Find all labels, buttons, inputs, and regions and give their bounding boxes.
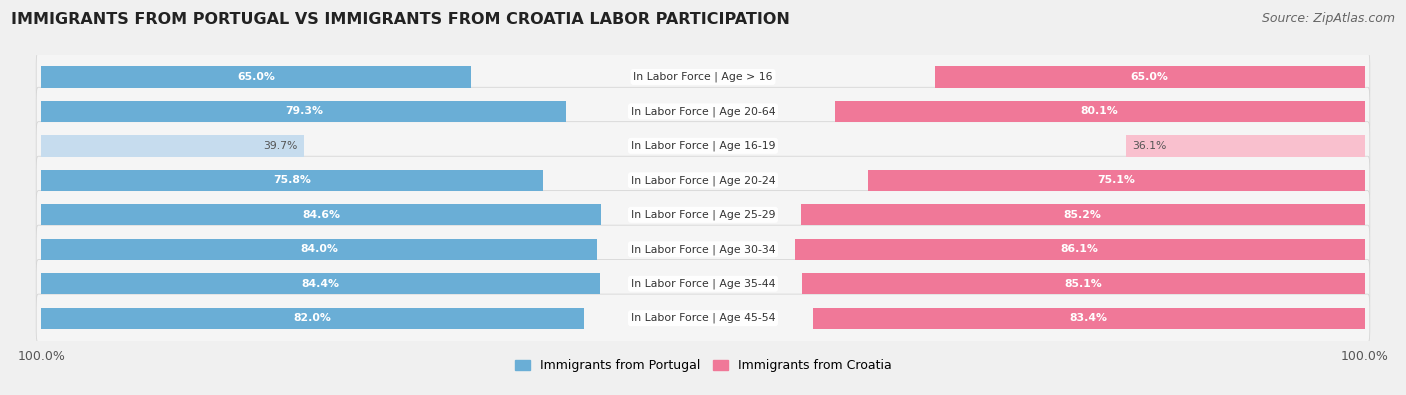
Text: In Labor Force | Age 20-64: In Labor Force | Age 20-64 [631, 106, 775, 117]
Bar [42, 169, 543, 191]
Bar [813, 308, 1364, 329]
Text: In Labor Force | Age 30-34: In Labor Force | Age 30-34 [631, 244, 775, 254]
Text: In Labor Force | Age > 16: In Labor Force | Age > 16 [633, 71, 773, 82]
Text: 65.0%: 65.0% [1130, 72, 1168, 82]
Bar [42, 308, 583, 329]
Text: 84.6%: 84.6% [302, 210, 340, 220]
Legend: Immigrants from Portugal, Immigrants from Croatia: Immigrants from Portugal, Immigrants fro… [510, 354, 896, 377]
Text: In Labor Force | Age 35-44: In Labor Force | Age 35-44 [631, 278, 775, 289]
FancyBboxPatch shape [37, 156, 1369, 205]
Text: 65.0%: 65.0% [238, 72, 276, 82]
Text: 84.4%: 84.4% [302, 279, 340, 289]
Text: 82.0%: 82.0% [294, 313, 332, 323]
Text: In Labor Force | Age 20-24: In Labor Force | Age 20-24 [631, 175, 775, 186]
Text: IMMIGRANTS FROM PORTUGAL VS IMMIGRANTS FROM CROATIA LABOR PARTICIPATION: IMMIGRANTS FROM PORTUGAL VS IMMIGRANTS F… [11, 12, 790, 27]
Bar [42, 66, 471, 88]
Bar [835, 101, 1364, 122]
FancyBboxPatch shape [37, 191, 1369, 239]
Bar [801, 273, 1364, 294]
FancyBboxPatch shape [37, 53, 1369, 101]
Text: 86.1%: 86.1% [1060, 244, 1098, 254]
Bar [42, 273, 600, 294]
FancyBboxPatch shape [37, 225, 1369, 273]
FancyBboxPatch shape [37, 87, 1369, 135]
Bar [868, 169, 1364, 191]
Bar [42, 204, 602, 226]
Bar [801, 204, 1364, 226]
Text: 80.1%: 80.1% [1081, 106, 1118, 117]
FancyBboxPatch shape [37, 260, 1369, 308]
Bar [42, 239, 598, 260]
Bar [1126, 135, 1364, 156]
Text: 84.0%: 84.0% [301, 244, 339, 254]
Text: 85.1%: 85.1% [1064, 279, 1102, 289]
Text: 36.1%: 36.1% [1132, 141, 1167, 151]
Bar [42, 135, 304, 156]
Text: 75.1%: 75.1% [1097, 175, 1135, 185]
Text: 79.3%: 79.3% [285, 106, 323, 117]
Text: 83.4%: 83.4% [1070, 313, 1108, 323]
FancyBboxPatch shape [37, 122, 1369, 170]
Text: In Labor Force | Age 25-29: In Labor Force | Age 25-29 [631, 210, 775, 220]
Text: 39.7%: 39.7% [263, 141, 298, 151]
Text: 75.8%: 75.8% [273, 175, 311, 185]
FancyBboxPatch shape [37, 294, 1369, 342]
Text: In Labor Force | Age 16-19: In Labor Force | Age 16-19 [631, 141, 775, 151]
Text: 85.2%: 85.2% [1064, 210, 1102, 220]
Text: In Labor Force | Age 45-54: In Labor Force | Age 45-54 [631, 313, 775, 324]
Bar [794, 239, 1364, 260]
Text: Source: ZipAtlas.com: Source: ZipAtlas.com [1261, 12, 1395, 25]
Bar [935, 66, 1364, 88]
Bar [42, 101, 567, 122]
